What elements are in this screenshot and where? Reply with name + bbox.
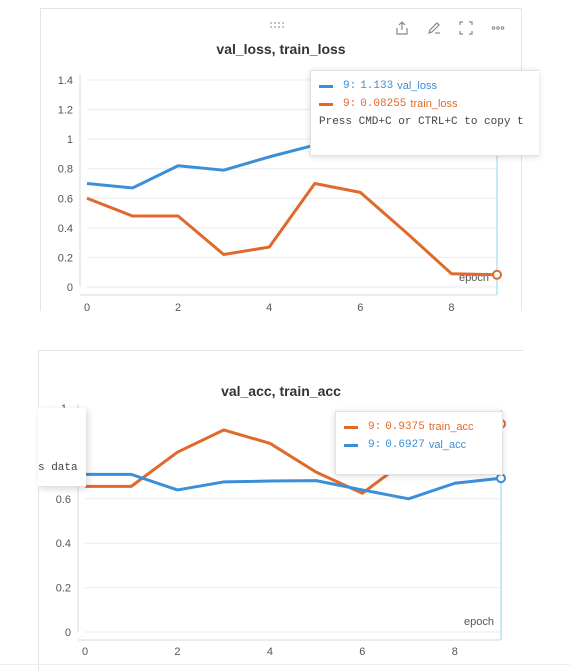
- tooltip-step: 9:: [368, 421, 382, 433]
- tooltip-row-train-loss: 9: 0.08255 train_loss: [319, 95, 531, 113]
- x-tick-label: 6: [359, 646, 365, 658]
- tooltip-value: 0.9375: [385, 421, 425, 433]
- tooltip-value: 1.133: [360, 80, 394, 92]
- tooltip-remnant-text: s data: [38, 462, 78, 474]
- tooltip-remnant: [38, 408, 86, 487]
- hover-tooltip-loss: 9: 1.133 val_loss 9: 0.08255 train_loss …: [310, 70, 539, 156]
- x-tick-label: 4: [266, 302, 272, 314]
- tooltip-step: 9:: [343, 80, 357, 92]
- tooltip-value: 0.08255: [360, 98, 407, 110]
- hover-point-val_acc: [496, 473, 506, 484]
- series-swatch: [319, 84, 333, 88]
- y-tick-label: 0: [65, 627, 71, 639]
- y-tick-label: 0.6: [58, 193, 73, 205]
- tooltip-series-name: val_loss: [397, 80, 437, 92]
- chart-panel-accuracy: val_acc, train_acc: [38, 350, 523, 671]
- series-line-val_acc[interactable]: [85, 472, 502, 501]
- x-tick-label: 8: [448, 302, 454, 314]
- y-tick-label: 0.8: [58, 164, 73, 176]
- drag-handle-icon[interactable]: [269, 21, 285, 30]
- x-tick-label: 0: [84, 302, 90, 314]
- chart-panel-loss: val_loss, train_loss: [40, 8, 522, 311]
- y-tick-label: 0.2: [58, 252, 73, 264]
- x-tick-label: 4: [267, 646, 273, 658]
- series-line-train_loss[interactable]: [86, 182, 498, 277]
- share-icon[interactable]: [393, 19, 411, 37]
- y-tick-label: 1.2: [58, 105, 73, 117]
- hover-point-train_loss: [492, 269, 502, 280]
- tooltip-step: 9:: [368, 439, 382, 451]
- more-icon[interactable]: [489, 19, 507, 37]
- divider: [0, 664, 570, 665]
- edit-icon[interactable]: [425, 19, 443, 37]
- tooltip-step: 9:: [343, 98, 357, 110]
- x-axis-label: epoch: [464, 616, 494, 628]
- fullscreen-icon[interactable]: [457, 19, 475, 37]
- chart-title: val_loss, train_loss: [216, 41, 346, 57]
- x-tick-label: 2: [175, 302, 181, 314]
- panel-toolbar: [393, 19, 507, 37]
- series-swatch: [344, 443, 358, 447]
- series-swatch: [319, 102, 333, 106]
- tooltip-value: 0.6927: [385, 439, 425, 451]
- tooltip-row-val-acc: 9: 0.6927 val_acc: [344, 436, 494, 454]
- x-tick-label: 6: [357, 302, 363, 314]
- tooltip-series-name: train_loss: [410, 98, 458, 110]
- x-tick-label: 0: [82, 646, 88, 658]
- tooltip-row-val-loss: 9: 1.133 val_loss: [319, 77, 531, 95]
- chart-title: val_acc, train_acc: [221, 383, 341, 399]
- x-tick-label: 2: [174, 646, 180, 658]
- y-tick-label: 1.4: [58, 75, 73, 87]
- y-tick-label: 0.6: [56, 494, 71, 506]
- copy-hint: Press CMD+C or CTRL+C to copy t: [319, 116, 524, 128]
- y-tick-label: 0.4: [56, 538, 71, 550]
- y-tick-label: 0: [67, 282, 73, 294]
- y-tick-label: 1: [67, 134, 73, 146]
- tooltip-series-name: val_acc: [428, 439, 467, 451]
- hover-tooltip-accuracy: 9: 0.9375 train_acc 9: 0.6927 val_acc: [335, 411, 503, 475]
- tooltip-series-name: train_acc: [428, 421, 474, 433]
- y-tick-label: 0.2: [56, 583, 71, 595]
- y-tick-label: 0.4: [58, 223, 73, 235]
- series-swatch: [344, 425, 358, 429]
- tooltip-row-train-acc: 9: 0.9375 train_acc: [344, 418, 494, 436]
- x-tick-label: 8: [452, 646, 458, 658]
